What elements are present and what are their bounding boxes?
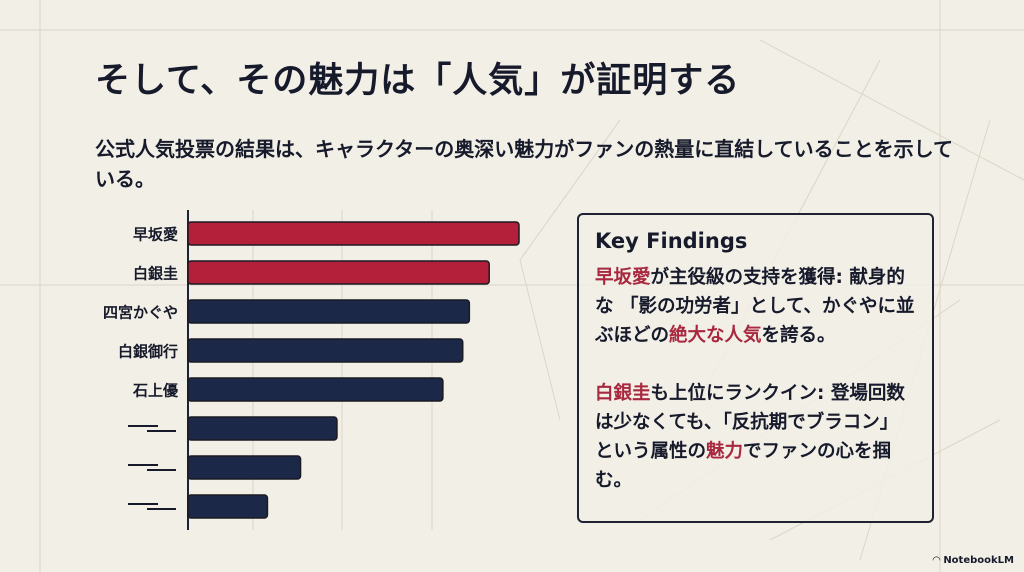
- bar: [187, 338, 464, 363]
- text: が主役級の支持を獲得: 献身的な 「影の功労者」として、かぐやに並ぶほどの: [595, 267, 915, 346]
- highlight: 絶大な人気: [669, 325, 762, 346]
- category-label: 四宮かぐや: [103, 304, 178, 322]
- logo-text: NotebookLM: [943, 555, 1014, 566]
- highlight: 魅力: [706, 441, 744, 462]
- highlight: 早坂愛: [595, 267, 651, 288]
- bar: [187, 494, 269, 519]
- finding-1: 早坂愛が主役級の支持を獲得: 献身的な 「影の功労者」として、かぐやに並ぶほどの…: [595, 263, 916, 350]
- bar: [187, 260, 490, 285]
- text: も上位にランクイン: 登場回数は少なくても、「反抗期でブラコン」という属性の: [595, 383, 905, 462]
- category-label: 早坂愛: [133, 226, 178, 244]
- finding-2: 白銀圭も上位にランクイン: 登場回数は少なくても、「反抗期でブラコン」という属性…: [595, 379, 916, 495]
- bar: [187, 377, 444, 402]
- notebooklm-logo: ◠ NotebookLM: [933, 555, 1014, 566]
- text: でファンの心を掴む。: [595, 441, 892, 491]
- highlight: 白銀圭: [595, 383, 651, 404]
- key-findings-box: Key Findings 早坂愛が主役級の支持を獲得: 献身的な 「影の功労者」…: [577, 213, 934, 523]
- category-label: 石上優: [132, 382, 179, 400]
- logo-icon: ◠: [932, 555, 941, 566]
- category-label: 白銀御行: [118, 343, 178, 361]
- key-findings-heading: Key Findings: [595, 229, 748, 253]
- category-label: 白銀圭: [133, 265, 178, 283]
- bar: [187, 221, 520, 246]
- text: を誇る。: [761, 325, 836, 346]
- bar: [187, 455, 302, 480]
- bar: [187, 416, 338, 441]
- bar: [187, 299, 471, 324]
- slide-subtitle: 公式人気投票の結果は、キャラクターの奥深い魅力がファンの熱量に直結していることを…: [95, 137, 953, 191]
- slide-title: そして、その魅力は「人気」が証明する: [95, 61, 741, 101]
